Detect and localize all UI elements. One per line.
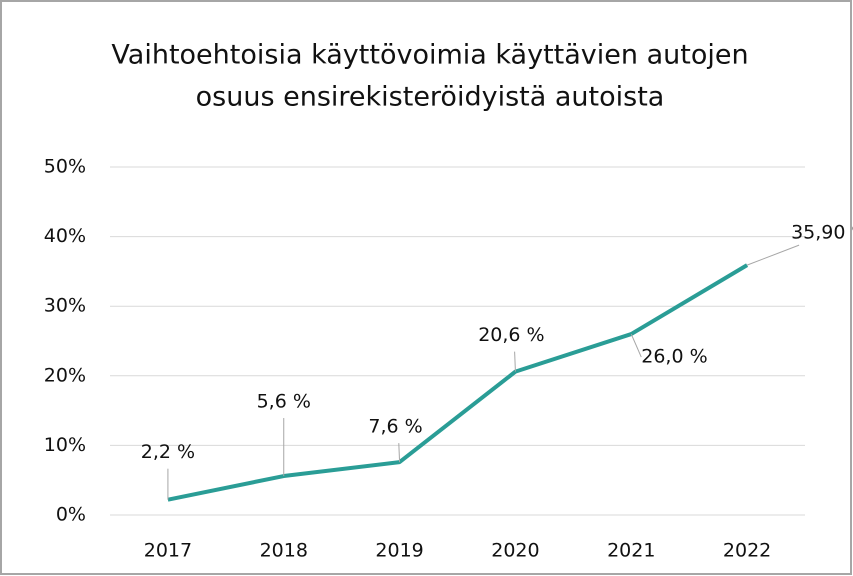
value-label: 2,2 % <box>141 441 195 463</box>
value-label: 7,6 % <box>368 416 422 438</box>
data-line <box>167 263 749 502</box>
leader-line <box>630 333 642 358</box>
chart-title: Vaihtoehtoisia käyttövoimia käyttävien a… <box>111 40 748 71</box>
y-tick-label: 10% <box>44 434 86 456</box>
x-tick-label: 2021 <box>607 540 655 562</box>
leader-line <box>746 244 800 266</box>
value-label: 35,90 % <box>791 222 853 244</box>
y-tick-label: 40% <box>44 225 86 247</box>
x-tick-label: 2022 <box>723 540 771 562</box>
x-tick-label: 2019 <box>375 540 423 562</box>
y-tick-label: 30% <box>44 295 86 317</box>
y-tick-label: 20% <box>44 364 86 386</box>
leader-line <box>514 351 516 372</box>
y-tick-label: 50% <box>44 156 86 178</box>
leader-line <box>398 443 401 463</box>
value-label: 5,6 % <box>257 391 311 413</box>
x-tick-label: 2020 <box>491 540 539 562</box>
x-tick-label: 2017 <box>144 540 192 562</box>
y-tick-label: 0% <box>56 504 86 526</box>
value-label: 26,0 % <box>641 346 707 368</box>
x-tick-label: 2018 <box>260 540 308 562</box>
value-label: 20,6 % <box>478 324 544 346</box>
chart-title: osuus ensirekisteröidyistä autoista <box>196 82 665 113</box>
